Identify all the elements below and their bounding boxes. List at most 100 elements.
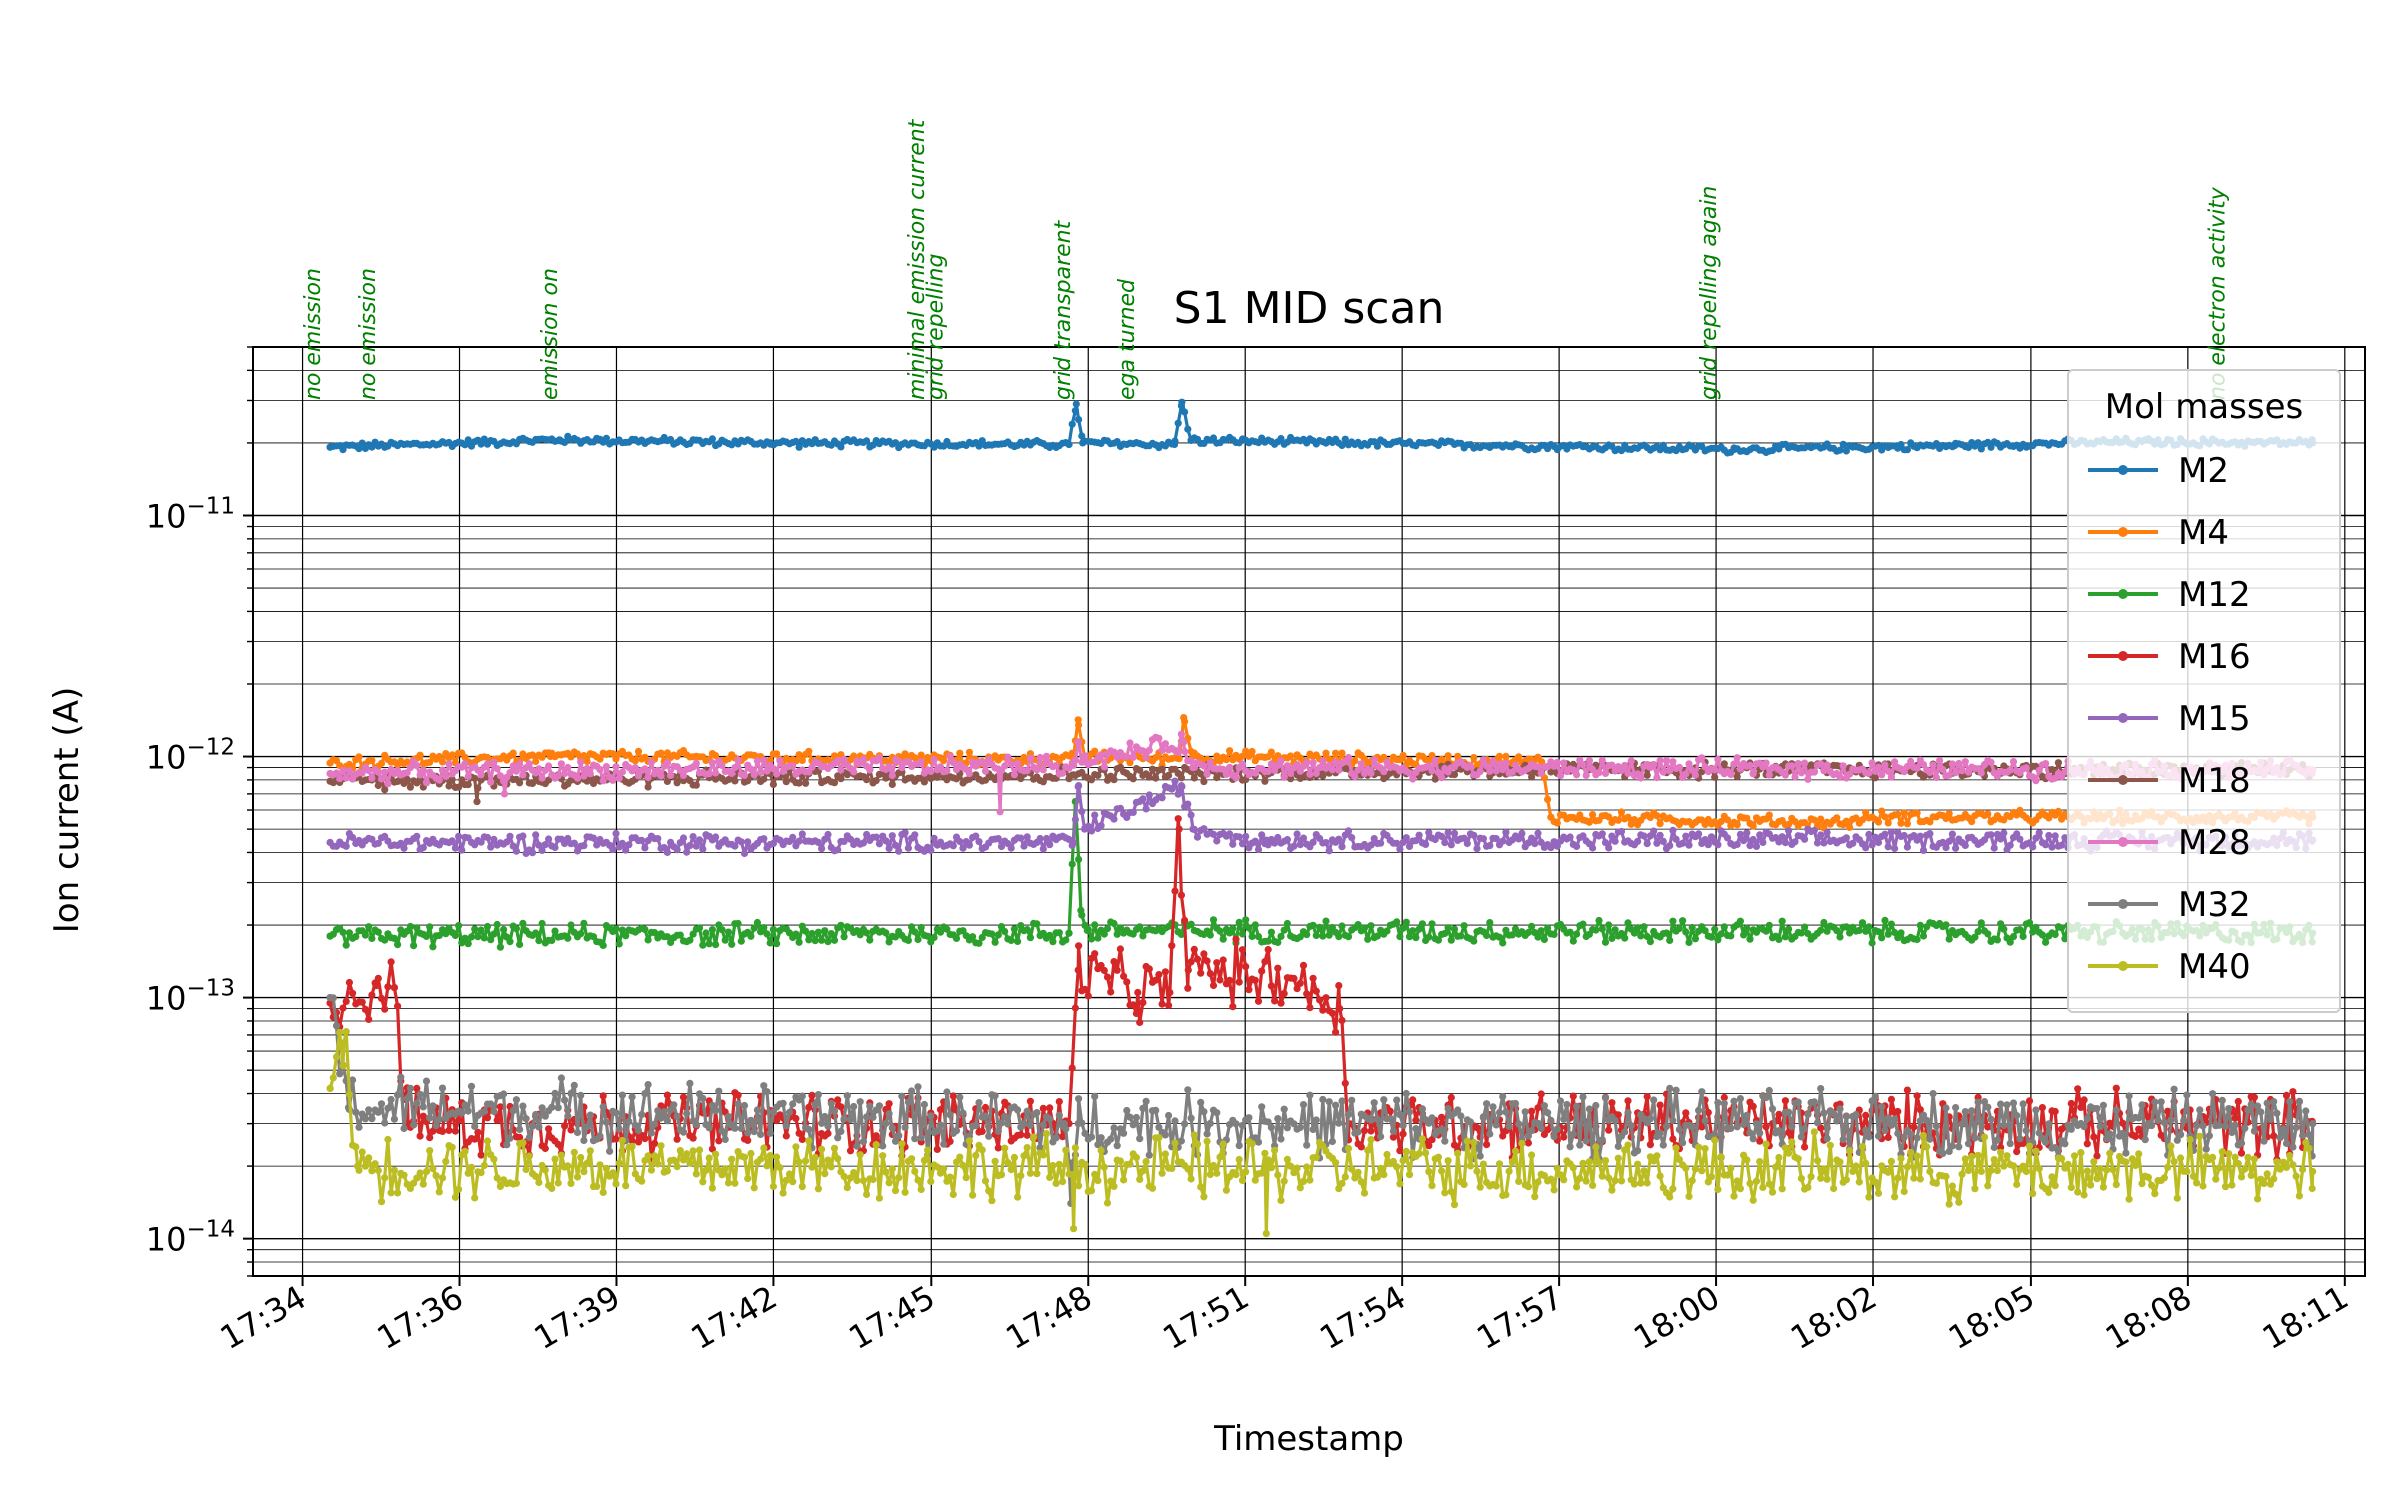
data-point-M28 xyxy=(500,790,509,798)
data-point-M16 xyxy=(734,1091,742,1099)
data-point-M4 xyxy=(1723,816,1732,824)
data-point-M12 xyxy=(1997,920,2005,928)
data-point-M28 xyxy=(1499,766,1507,774)
data-point-M15 xyxy=(901,829,909,837)
data-point-M16 xyxy=(1197,969,1205,977)
data-point-M28 xyxy=(1659,768,1667,776)
data-point-M15 xyxy=(2013,830,2021,838)
data-point-M12 xyxy=(1405,933,1414,941)
data-point-M32 xyxy=(818,1119,826,1127)
data-point-M32 xyxy=(2019,1100,2027,1108)
data-point-M32 xyxy=(618,1091,627,1099)
series-M12 xyxy=(326,798,2317,951)
data-point-M12 xyxy=(339,928,347,936)
data-point-M28 xyxy=(2042,760,2050,768)
data-point-M12 xyxy=(1881,916,1889,925)
data-point-M28 xyxy=(1961,758,1969,766)
data-point-M32 xyxy=(1495,1108,1504,1117)
data-point-M32 xyxy=(1309,1125,1317,1134)
data-point-M16 xyxy=(1174,815,1182,823)
data-point-M15 xyxy=(1338,843,1346,851)
data-point-M28 xyxy=(1762,759,1770,767)
data-point-M16 xyxy=(1910,1123,1918,1131)
data-point-M28 xyxy=(1553,758,1561,767)
data-point-M4 xyxy=(1222,756,1230,764)
data-point-M2 xyxy=(1373,442,1381,450)
data-point-M32 xyxy=(1412,1125,1420,1133)
data-point-M12 xyxy=(1765,921,1773,930)
data-point-M12 xyxy=(1691,935,1699,943)
data-point-M4 xyxy=(1984,810,1992,818)
data-point-M32 xyxy=(750,1128,758,1136)
data-point-M16 xyxy=(946,1137,954,1145)
data-point-M28 xyxy=(647,758,656,766)
data-point-M18 xyxy=(1733,773,1741,781)
data-point-M28 xyxy=(1945,771,1953,779)
data-point-M4 xyxy=(509,749,517,757)
data-point-M4 xyxy=(377,759,386,768)
data-point-M16 xyxy=(1100,966,1108,975)
data-point-M15 xyxy=(1801,835,1809,843)
data-point-M15 xyxy=(1643,840,1651,848)
data-point-M28 xyxy=(525,760,533,768)
data-point-M16 xyxy=(1158,1000,1166,1008)
data-point-M12 xyxy=(1460,922,1468,930)
data-point-M12 xyxy=(1283,919,1291,928)
data-point-M15 xyxy=(1283,836,1291,844)
data-point-M16 xyxy=(1409,1096,1417,1104)
data-point-M16 xyxy=(1166,988,1174,997)
data-point-M28 xyxy=(1573,771,1581,779)
data-point-M2 xyxy=(1178,398,1186,406)
data-point-M28 xyxy=(413,762,421,770)
data-point-M16 xyxy=(1389,1133,1397,1141)
data-point-M32 xyxy=(1483,1100,1491,1108)
data-point-M15 xyxy=(1791,838,1799,846)
data-point-M15 xyxy=(1070,838,1078,847)
data-point-M12 xyxy=(753,918,762,927)
data-point-M28 xyxy=(435,776,443,784)
data-point-M4 xyxy=(1785,820,1793,829)
data-point-M12 xyxy=(429,943,437,951)
data-point-M28 xyxy=(445,760,453,768)
data-point-M32 xyxy=(805,1125,813,1133)
data-point-M18 xyxy=(403,775,411,784)
data-point-M32 xyxy=(824,1122,832,1130)
data-point-M32 xyxy=(631,1121,639,1129)
data-point-M15 xyxy=(1193,833,1202,841)
data-point-M15 xyxy=(1075,782,1083,790)
data-point-M28 xyxy=(1765,771,1773,779)
data-point-M12 xyxy=(1418,920,1426,928)
data-point-M4 xyxy=(1833,814,1841,822)
data-point-M15 xyxy=(673,846,681,854)
data-point-M15 xyxy=(413,832,421,840)
data-point-M32 xyxy=(927,1112,935,1120)
data-point-M32 xyxy=(1399,1121,1407,1130)
data-point-M32 xyxy=(975,1099,983,1107)
data-point-M12 xyxy=(1598,925,1606,933)
data-point-M28 xyxy=(1650,761,1658,769)
data-point-M4 xyxy=(1617,808,1626,816)
data-point-M32 xyxy=(429,1102,437,1110)
data-point-M28 xyxy=(1483,762,1491,770)
data-point-M16 xyxy=(1059,1133,1067,1141)
data-point-M28 xyxy=(493,765,501,773)
data-point-M12 xyxy=(532,929,540,937)
data-point-M32 xyxy=(1974,1098,1982,1106)
data-point-M32 xyxy=(1797,1133,1805,1141)
data-point-M18 xyxy=(769,780,778,789)
data-point-M16 xyxy=(1894,1107,1902,1116)
data-point-M12 xyxy=(1605,921,1613,929)
data-point-M28 xyxy=(583,764,591,773)
data-point-M28 xyxy=(1283,762,1291,770)
data-point-M28 xyxy=(419,766,427,774)
data-point-M15 xyxy=(654,835,662,843)
data-point-M28 xyxy=(1685,760,1693,768)
data-point-M12 xyxy=(474,933,482,941)
data-point-M4 xyxy=(1858,816,1867,824)
data-point-M2 xyxy=(837,443,845,451)
data-point-M32 xyxy=(561,1096,569,1104)
data-point-M32 xyxy=(1245,1114,1253,1122)
data-point-M2 xyxy=(1897,440,1905,449)
data-point-M16 xyxy=(1055,1098,1063,1106)
data-point-M4 xyxy=(609,750,617,758)
